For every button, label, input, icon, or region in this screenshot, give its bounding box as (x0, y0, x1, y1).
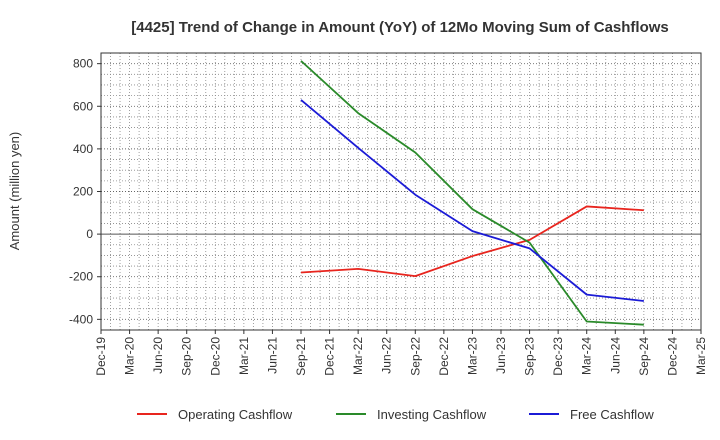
x-tick-label: Mar-22 (351, 337, 365, 375)
x-tick-label: Jun-22 (380, 337, 394, 374)
x-tick-labels: Dec-19 Mar-20 Jun-20 Sep-20 Dec-20 Mar-21 Jun-… (94, 330, 708, 376)
legend-item-operating-cashflow[interactable]: Operating Cashflow (137, 407, 293, 422)
y-tick-labels: -400 -200 0 200 400 600 800 (69, 57, 101, 326)
x-tick-label: Jun-24 (608, 337, 622, 374)
series-line-operating-cashflow (300, 205, 644, 277)
x-tick-label: Dec-22 (437, 337, 451, 376)
x-tick-label: Dec-24 (665, 337, 679, 376)
x-tick-label: Dec-23 (551, 337, 565, 376)
y-tick-label: -400 (69, 312, 93, 326)
x-tick-label: Sep-23 (523, 337, 537, 376)
legend-label: Operating Cashflow (178, 407, 293, 422)
legend-label: Investing Cashflow (377, 407, 487, 422)
x-tick-label: Sep-24 (637, 337, 651, 376)
x-tick-label: Sep-20 (180, 337, 194, 376)
y-tick-label: 600 (73, 99, 93, 113)
y-tick-label: -200 (69, 270, 93, 284)
x-tick-label: Jun-21 (265, 337, 279, 374)
y-axis-title: Amount (million yen) (7, 132, 22, 251)
x-tick-label: Mar-23 (465, 337, 479, 375)
x-tick-label: Mar-24 (580, 337, 594, 375)
y-tick-label: 400 (73, 142, 93, 156)
x-tick-label: Jun-23 (494, 337, 508, 374)
x-tick-label: Dec-20 (208, 337, 222, 376)
x-tick-label: Mar-25 (694, 337, 708, 375)
y-tick-label: 200 (73, 185, 93, 199)
chart-title: [4425] Trend of Change in Amount (YoY) o… (131, 19, 669, 36)
legend-item-investing-cashflow[interactable]: Investing Cashflow (336, 407, 487, 422)
y-tick-label: 800 (73, 57, 93, 71)
x-tick-label: Dec-19 (94, 337, 108, 376)
x-tick-label: Mar-20 (123, 337, 137, 375)
series-group (300, 60, 644, 326)
series-line-investing-cashflow (300, 60, 644, 326)
x-tick-label: Mar-21 (237, 337, 251, 375)
x-tick-label: Jun-20 (151, 337, 165, 374)
y-tick-label: 0 (86, 227, 93, 241)
series-line-free-cashflow (300, 99, 644, 302)
legend-label: Free Cashflow (570, 407, 654, 422)
x-tick-label: Sep-21 (294, 337, 308, 376)
grid (100, 52, 702, 331)
legend[interactable]: Operating Cashflow Investing Cashflow Free… (137, 407, 654, 422)
x-tick-label: Sep-22 (408, 337, 422, 376)
legend-item-free-cashflow[interactable]: Free Cashflow (529, 407, 654, 422)
x-tick-label: Dec-21 (323, 337, 337, 376)
